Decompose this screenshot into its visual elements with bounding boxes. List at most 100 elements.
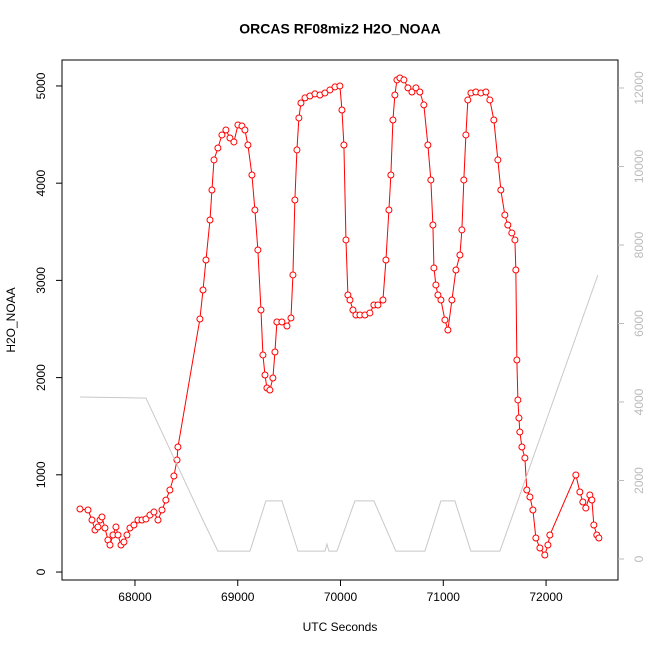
data-point [259,351,267,359]
y2-tick-label: 12000 [632,71,646,105]
data-point [342,236,350,244]
data-point [244,141,252,149]
data-point [408,88,416,96]
y2-tick-label: 8000 [632,231,646,258]
y-tick-label: 4000 [34,170,48,197]
series-line [79,77,600,557]
y-axis-label: H2O_NOAA [4,287,18,352]
data-point [486,96,494,104]
data-point [206,216,214,224]
data-point [404,84,412,92]
data-point [379,296,387,304]
data-point [84,506,92,514]
data-point [76,505,84,513]
data-point [532,534,540,542]
data-point [456,251,464,259]
data-point [464,96,472,104]
data-point [582,504,590,512]
data-point [241,126,249,134]
data-point [579,498,587,506]
plot-frame [61,59,619,581]
data-point [382,256,390,264]
series-line [79,274,599,552]
y-tick-label: 0 [34,568,48,575]
y2-tick-label: 6000 [632,310,646,337]
data-point [429,221,437,229]
data-point [130,521,138,529]
data-point [248,171,256,179]
data-point [154,516,162,524]
data-point [158,506,166,514]
data-point [385,206,393,214]
y2-tick-label: 10000 [632,149,646,183]
data-point [462,131,470,139]
data-point [588,496,596,504]
data-point [512,266,520,274]
y2-tick-label: 2000 [632,467,646,494]
data-point [98,513,106,521]
data-point [297,99,305,107]
data-point [88,516,96,524]
data-point [460,176,468,184]
data-point [162,496,170,504]
data-point [416,88,424,96]
data-point [289,271,297,279]
y-tick-label: 1000 [34,461,48,488]
data-point [340,141,348,149]
data-point [101,524,109,532]
y2-tick-label: 0 [632,555,646,562]
data-point [94,523,102,531]
data-point [283,322,291,330]
data-point [504,221,512,229]
x-tick-label: 70000 [324,590,358,604]
data-point [170,472,178,480]
data-point [389,116,397,124]
data-point [174,443,182,451]
data-point [293,146,301,154]
data-point [511,236,519,244]
data-point [546,531,554,539]
x-axis-label: UTC Seconds [303,620,378,634]
y-tick-label: 3000 [34,267,48,294]
data-point [412,84,420,92]
y-tick-label: 5000 [34,72,48,99]
data-point [541,551,549,559]
data-point [513,356,521,364]
data-point [544,541,552,549]
data-point [424,141,432,149]
x-tick-label: 69000 [221,590,255,604]
data-point [590,521,598,529]
data-point [482,88,490,96]
data-point [112,523,120,531]
data-point [166,486,174,494]
chart-title: ORCAS RF08miz2 H2O_NOAA [239,21,441,37]
data-point [515,414,523,422]
data-point [208,186,216,194]
data-point [434,291,442,299]
y2-tick-label: 4000 [632,388,646,415]
data-point [321,89,329,97]
data-point [497,186,505,194]
x-tick-label: 72000 [529,590,563,604]
data-point [199,286,207,294]
data-point [218,131,226,139]
data-point [529,506,537,514]
data-point [254,246,262,254]
y-tick-label: 2000 [34,364,48,391]
data-point [150,508,158,516]
data-point [222,126,230,134]
data-point [230,138,238,146]
data-point [391,91,399,99]
data-point [366,309,374,317]
data-point [448,296,456,304]
data-point [202,256,210,264]
data-point [572,471,580,479]
data-point [210,156,218,164]
data-point [374,301,382,309]
data-point [490,116,498,124]
data-point [518,443,526,451]
data-point [106,541,114,549]
data-point [214,144,222,152]
